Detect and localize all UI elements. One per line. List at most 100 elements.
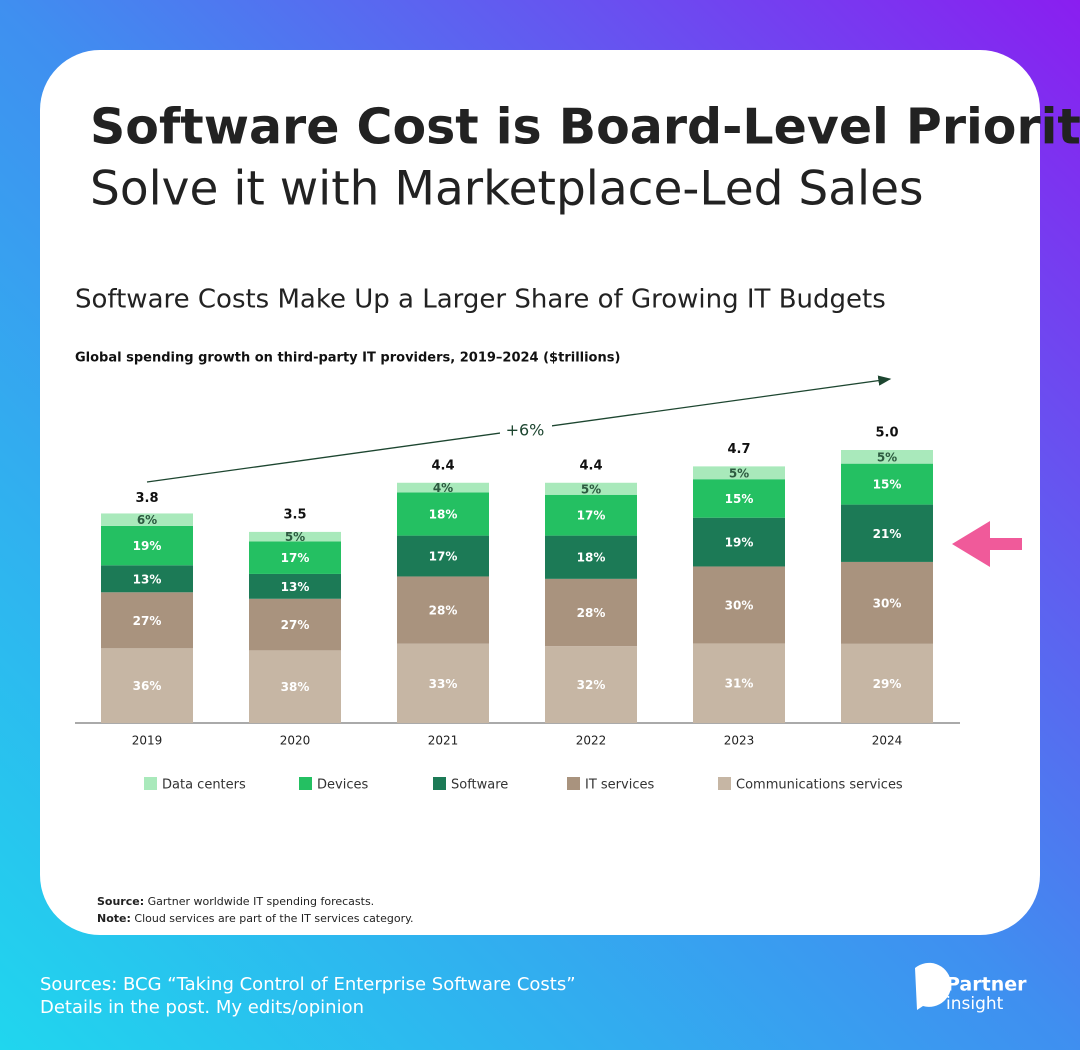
data-label: 30%	[873, 596, 902, 610]
legend-label: Software	[451, 778, 508, 793]
logo-icon	[915, 962, 952, 1010]
legend-swatch	[433, 777, 446, 790]
x-tick-label: 2022	[576, 734, 607, 748]
data-label: 5%	[285, 530, 305, 544]
data-label: 18%	[429, 507, 458, 521]
legend-swatch	[144, 777, 157, 790]
subheadline: Solve it with Marketplace-Led Sales	[90, 162, 924, 217]
annotation-bg	[500, 418, 552, 442]
bar-segment	[397, 482, 489, 493]
bar-segment	[249, 573, 341, 599]
bar-segment	[101, 525, 193, 566]
legend-label: Communications services	[736, 778, 903, 793]
highlight-arrow	[952, 521, 1022, 567]
data-label: 32%	[577, 678, 606, 692]
bar-segment	[101, 592, 193, 649]
source: Source: Gartner worldwide IT spending fo…	[97, 895, 374, 908]
data-label: 6%	[137, 513, 157, 527]
data-label: 38%	[281, 680, 310, 694]
bar-segment	[397, 535, 489, 577]
total-label: 4.7	[727, 442, 750, 457]
data-label: 21%	[873, 527, 902, 541]
bar-segment	[841, 450, 933, 464]
bar-segment	[249, 541, 341, 574]
data-label: 5%	[877, 450, 897, 464]
legend-swatch	[718, 777, 731, 790]
data-label: 36%	[133, 679, 162, 693]
total-label: 4.4	[431, 458, 454, 473]
bar-segment	[397, 643, 489, 723]
bar-segment	[101, 565, 193, 593]
bar-segment	[841, 463, 933, 505]
bar-segment	[693, 643, 785, 723]
chart-subtitle: Global spending growth on third-party IT…	[75, 351, 620, 366]
x-tick-label: 2021	[428, 734, 459, 748]
legend-label: Data centers	[162, 778, 246, 793]
bar-segment	[545, 482, 637, 495]
headline: Software Cost is Board-Level Priority	[90, 99, 1080, 156]
bar-segment	[397, 492, 489, 536]
data-label: 31%	[725, 677, 754, 691]
data-label: 17%	[577, 509, 606, 523]
chart-title: Software Costs Make Up a Larger Share of…	[75, 285, 886, 315]
data-label: 18%	[577, 551, 606, 565]
data-label: 15%	[725, 492, 754, 506]
source-text: Gartner worldwide IT spending forecasts.	[148, 895, 375, 908]
note-label: Note:	[97, 912, 131, 925]
legend-swatch	[567, 777, 580, 790]
bar-segment	[101, 648, 193, 723]
annotation: +6%	[506, 421, 545, 440]
data-label: 4%	[433, 481, 453, 495]
footer-line: Sources: BCG “Taking Control of Enterpri…	[40, 974, 576, 995]
data-label: 13%	[281, 580, 310, 594]
note-text: Cloud services are part of the IT servic…	[134, 912, 413, 925]
data-label: 13%	[133, 572, 162, 586]
bar-segment	[693, 479, 785, 518]
bar-segment	[693, 517, 785, 567]
bar-segment	[545, 578, 637, 647]
bar-segment	[841, 643, 933, 723]
data-label: 5%	[581, 482, 601, 496]
bar-segment	[841, 504, 933, 562]
data-label: 17%	[429, 550, 458, 564]
data-label: 19%	[133, 539, 162, 553]
source-label: Source:	[97, 895, 144, 908]
data-label: 27%	[133, 614, 162, 628]
data-label: 27%	[281, 618, 310, 632]
bar-segment	[249, 650, 341, 723]
data-label: 15%	[873, 478, 902, 492]
bar-segment	[101, 513, 193, 526]
total-label: 5.0	[875, 426, 898, 441]
legend-swatch	[299, 777, 312, 790]
logo-text: Partner	[946, 974, 1027, 996]
total-label: 4.4	[579, 458, 602, 473]
data-label: 28%	[577, 606, 606, 620]
x-tick-label: 2019	[132, 734, 163, 748]
data-label: 19%	[725, 536, 754, 550]
bar-segment	[841, 561, 933, 644]
total-label: 3.5	[283, 507, 306, 522]
x-tick-label: 2024	[872, 734, 903, 748]
data-label: 5%	[729, 466, 749, 480]
x-tick-label: 2023	[724, 734, 755, 748]
legend-label: IT services	[585, 778, 654, 793]
bar-segment	[545, 646, 637, 723]
footer-line: Details in the post. My edits/opinion	[40, 997, 364, 1018]
bar-segment	[693, 566, 785, 644]
note: Note: Cloud services are part of the IT …	[97, 912, 414, 925]
data-label: 17%	[281, 551, 310, 565]
bar-segment	[545, 494, 637, 536]
data-label: 28%	[429, 604, 458, 618]
logo-text: insight	[946, 994, 1004, 1014]
bar-segment	[249, 598, 341, 651]
x-tick-label: 2020	[280, 734, 311, 748]
data-label: 29%	[873, 677, 902, 691]
bar-segment	[693, 466, 785, 480]
data-label: 30%	[725, 598, 754, 612]
bar-segment	[545, 535, 637, 579]
bar-segment	[249, 531, 341, 542]
bar-segment	[397, 576, 489, 644]
data-label: 33%	[429, 677, 458, 691]
legend-label: Devices	[317, 778, 368, 793]
